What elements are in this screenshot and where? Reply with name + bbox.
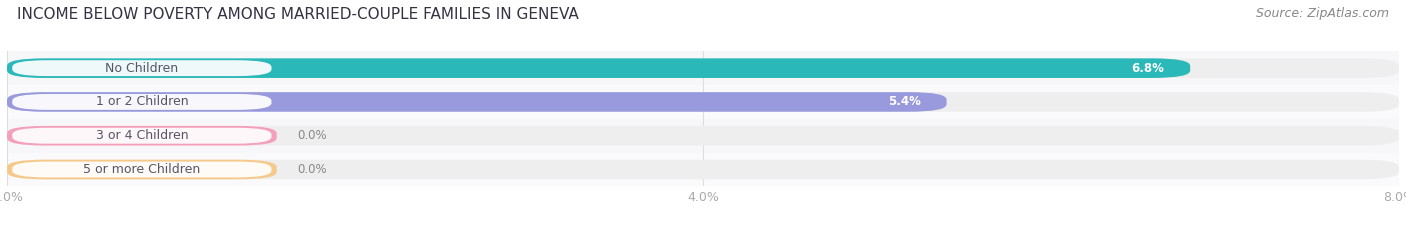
FancyBboxPatch shape: [7, 92, 946, 112]
Bar: [7, 85, 1399, 119]
Text: 5 or more Children: 5 or more Children: [83, 163, 201, 176]
FancyBboxPatch shape: [13, 128, 271, 144]
Bar: [7, 153, 1399, 186]
FancyBboxPatch shape: [13, 60, 271, 76]
FancyBboxPatch shape: [7, 92, 1399, 112]
FancyBboxPatch shape: [7, 126, 277, 146]
FancyBboxPatch shape: [13, 161, 271, 178]
Text: Source: ZipAtlas.com: Source: ZipAtlas.com: [1256, 7, 1389, 20]
FancyBboxPatch shape: [7, 126, 1399, 146]
Text: 5.4%: 5.4%: [887, 96, 921, 108]
Text: 1 or 2 Children: 1 or 2 Children: [96, 96, 188, 108]
Text: 0.0%: 0.0%: [298, 129, 328, 142]
Bar: [7, 119, 1399, 153]
Text: 6.8%: 6.8%: [1132, 62, 1164, 75]
Text: 0.0%: 0.0%: [298, 163, 328, 176]
Bar: [7, 51, 1399, 85]
Text: No Children: No Children: [105, 62, 179, 75]
FancyBboxPatch shape: [13, 94, 271, 110]
FancyBboxPatch shape: [7, 160, 1399, 179]
Text: 3 or 4 Children: 3 or 4 Children: [96, 129, 188, 142]
FancyBboxPatch shape: [7, 160, 277, 179]
FancyBboxPatch shape: [7, 58, 1191, 78]
Text: INCOME BELOW POVERTY AMONG MARRIED-COUPLE FAMILIES IN GENEVA: INCOME BELOW POVERTY AMONG MARRIED-COUPL…: [17, 7, 579, 22]
FancyBboxPatch shape: [7, 58, 1399, 78]
